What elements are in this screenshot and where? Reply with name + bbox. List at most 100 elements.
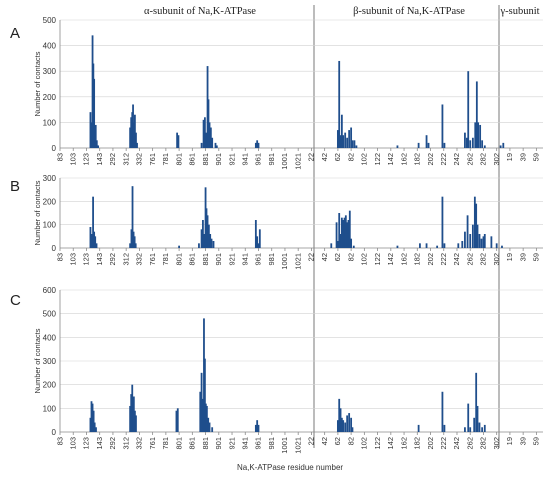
x-tick-label: 143 — [95, 253, 104, 266]
bar — [339, 408, 342, 432]
x-tick-label: 59 — [532, 437, 541, 445]
bar — [215, 145, 218, 148]
bar — [481, 427, 484, 432]
x-tick-label: 202 — [426, 437, 435, 450]
bar — [205, 405, 208, 432]
bar — [207, 99, 210, 148]
x-tick-label: 981 — [267, 437, 276, 450]
x-tick-label: 901 — [214, 437, 223, 450]
x-tick-label: 312 — [121, 153, 130, 166]
bar — [443, 243, 446, 248]
bar — [476, 405, 479, 432]
bar — [257, 142, 260, 148]
bar — [92, 196, 94, 248]
bar — [256, 140, 259, 148]
x-tick-label: 162 — [399, 437, 408, 450]
x-tick-label: 142 — [386, 153, 395, 166]
bar — [206, 215, 209, 248]
x-tick-label: 182 — [413, 153, 422, 166]
bar — [134, 410, 136, 432]
x-tick-label: 312 — [121, 253, 130, 266]
x-tick-label: 22 — [307, 437, 316, 445]
bar — [340, 417, 343, 432]
bar — [205, 208, 208, 248]
bar — [344, 422, 347, 432]
bar — [202, 119, 205, 148]
y-tick-label: 0 — [52, 428, 57, 437]
x-tick-label: 981 — [267, 253, 276, 266]
bar — [351, 140, 354, 148]
x-tick-label: 242 — [452, 437, 461, 450]
bar — [97, 145, 100, 148]
x-tick-label: 143 — [95, 153, 104, 166]
bar — [256, 420, 259, 432]
x-tick-label: 861 — [188, 253, 197, 266]
x-tick-label: 262 — [465, 153, 474, 166]
x-tick-label: 961 — [254, 253, 263, 266]
bar — [342, 420, 345, 432]
bar — [132, 231, 135, 248]
bar — [350, 238, 353, 248]
bar — [129, 405, 132, 432]
x-tick-label: 921 — [227, 153, 236, 166]
x-tick-label: 182 — [413, 437, 422, 450]
beta-subunit-label: β-subunit of Na,K-ATPase — [353, 6, 465, 17]
y-tick-label: 400 — [43, 42, 57, 51]
x-tick-label: 881 — [201, 153, 210, 166]
x-tick-label: 19 — [505, 253, 514, 261]
panel-C: C 0 100 200 300 400 500 600 Number of contacts 83… — [10, 286, 543, 454]
x-tick-label: 282 — [479, 437, 488, 450]
x-tick-label: 292 — [108, 253, 117, 266]
bar — [339, 234, 342, 248]
bar — [178, 245, 180, 248]
bar — [417, 424, 420, 432]
x-tick-label: 182 — [413, 253, 422, 266]
x-tick-label: 981 — [267, 153, 276, 166]
x-tick-label: 282 — [479, 253, 488, 266]
x-tick-label: 42 — [320, 437, 329, 445]
x-tick-label: 302 — [492, 437, 501, 450]
bar — [257, 243, 260, 248]
x-tick-label: 242 — [452, 253, 461, 266]
bar — [478, 234, 481, 248]
bar — [206, 66, 209, 148]
bar — [464, 231, 466, 248]
bar — [94, 236, 97, 248]
x-tick-label: 881 — [201, 437, 210, 450]
bar — [344, 132, 347, 148]
bar — [340, 114, 343, 148]
bar — [330, 243, 333, 248]
bar — [134, 114, 136, 148]
bar — [202, 220, 204, 248]
bar — [207, 224, 210, 248]
x-tick-label: 1021 — [293, 153, 302, 170]
bar — [93, 231, 96, 248]
y-tick-label: 0 — [52, 244, 57, 253]
bar — [473, 196, 476, 248]
bar — [483, 145, 486, 148]
bar — [396, 145, 399, 148]
bar — [204, 358, 206, 432]
bar — [175, 410, 178, 432]
x-tick-label: 941 — [241, 253, 250, 266]
x-tick-label: 941 — [241, 437, 250, 450]
x-tick-label: 82 — [346, 153, 355, 161]
bar — [132, 122, 135, 148]
bar — [254, 424, 257, 432]
bar — [205, 132, 208, 148]
x-tick-label: 42 — [320, 253, 329, 261]
x-tick-label: 1021 — [293, 253, 302, 270]
x-tick-label: 292 — [108, 437, 117, 450]
bar — [214, 142, 217, 148]
bar — [344, 215, 347, 248]
bar — [209, 234, 212, 248]
bar — [475, 372, 478, 432]
x-tick-label: 761 — [148, 153, 157, 166]
bar — [198, 243, 200, 248]
bar — [130, 117, 133, 148]
x-tick-label: 801 — [174, 437, 183, 450]
bar — [335, 222, 338, 248]
y-tick-label: 300 — [43, 357, 57, 366]
bar — [208, 122, 211, 148]
